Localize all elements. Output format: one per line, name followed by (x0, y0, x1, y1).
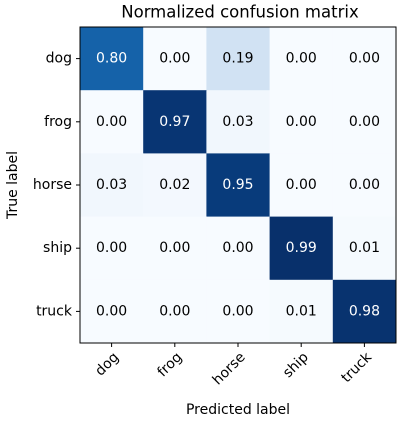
cell-value-label: 0.99 (286, 240, 317, 256)
heatmap-cell (269, 90, 334, 154)
cell-value-label: 0.00 (222, 303, 253, 319)
heatmap-cell (269, 279, 334, 344)
cell-value-label: 0.97 (159, 114, 190, 130)
cell-value-label: 0.03 (96, 177, 127, 193)
heatmap-cell (332, 153, 397, 218)
cell-value-label: 0.00 (222, 240, 253, 256)
heatmap-cell (332, 27, 397, 91)
x-tick-label: truck (338, 349, 375, 386)
cell-value-label: 0.00 (286, 114, 317, 130)
cell-value-label: 0.00 (349, 177, 380, 193)
heatmap-cell (143, 279, 207, 344)
heatmap-cell (80, 216, 144, 281)
heatmap-cell (80, 153, 144, 218)
cell-value-label: 0.01 (349, 240, 380, 256)
cell-value-label: 0.00 (349, 51, 380, 67)
y-tick-label: horse (33, 177, 72, 193)
cell-value-label: 0.00 (286, 51, 317, 67)
heatmap-cell (332, 90, 397, 154)
heatmap-cell (80, 279, 144, 344)
heatmap-cell (143, 153, 207, 218)
y-tick-label: dog (46, 51, 72, 67)
cell-value-label: 0.98 (349, 303, 380, 319)
y-tick-label: ship (43, 240, 72, 256)
heatmap-cell (269, 153, 334, 218)
x-tick-label: frog (154, 349, 185, 380)
x-tick-label: dog (92, 349, 122, 379)
cell-value-label: 0.00 (159, 303, 190, 319)
x-tick-label: horse (210, 349, 249, 388)
cell-value-label: 0.00 (159, 51, 190, 67)
heatmap-cell (206, 153, 271, 218)
heatmap-cell (332, 216, 397, 281)
heatmap-cell (143, 90, 207, 154)
cell-value-label: 0.19 (222, 51, 253, 67)
cell-value-label: 0.95 (222, 177, 253, 193)
x-tick-label: ship (280, 349, 312, 381)
cell-value-label: 0.00 (349, 114, 380, 130)
y-tick-label: frog (44, 114, 72, 130)
cell-value-label: 0.03 (222, 114, 253, 130)
heatmap-cell (143, 27, 207, 91)
heatmap-cell (332, 279, 397, 344)
heatmap-cell (80, 27, 144, 91)
cell-value-label: 0.80 (96, 51, 127, 67)
cell-value-label: 0.02 (159, 177, 190, 193)
y-axis-label: True label (5, 151, 21, 220)
x-axis-label: Predicted label (186, 402, 290, 418)
heatmap-cell (80, 90, 144, 154)
heatmap-cell (206, 216, 271, 281)
heatmap-cell (143, 216, 207, 281)
cell-value-label: 0.00 (286, 177, 317, 193)
heatmap-cell (206, 279, 271, 344)
cell-value-label: 0.00 (159, 240, 190, 256)
heatmap-cell (269, 216, 334, 281)
y-tick-label: truck (36, 303, 73, 319)
cell-value-label: 0.00 (96, 240, 127, 256)
heatmap-cell (269, 27, 334, 91)
heatmap-cell (206, 90, 271, 154)
cell-value-label: 0.00 (96, 114, 127, 130)
heatmap-cell (206, 27, 271, 91)
cell-value-label: 0.01 (286, 303, 317, 319)
chart-title: Normalized confusion matrix (121, 3, 359, 22)
cell-value-label: 0.00 (96, 303, 127, 319)
